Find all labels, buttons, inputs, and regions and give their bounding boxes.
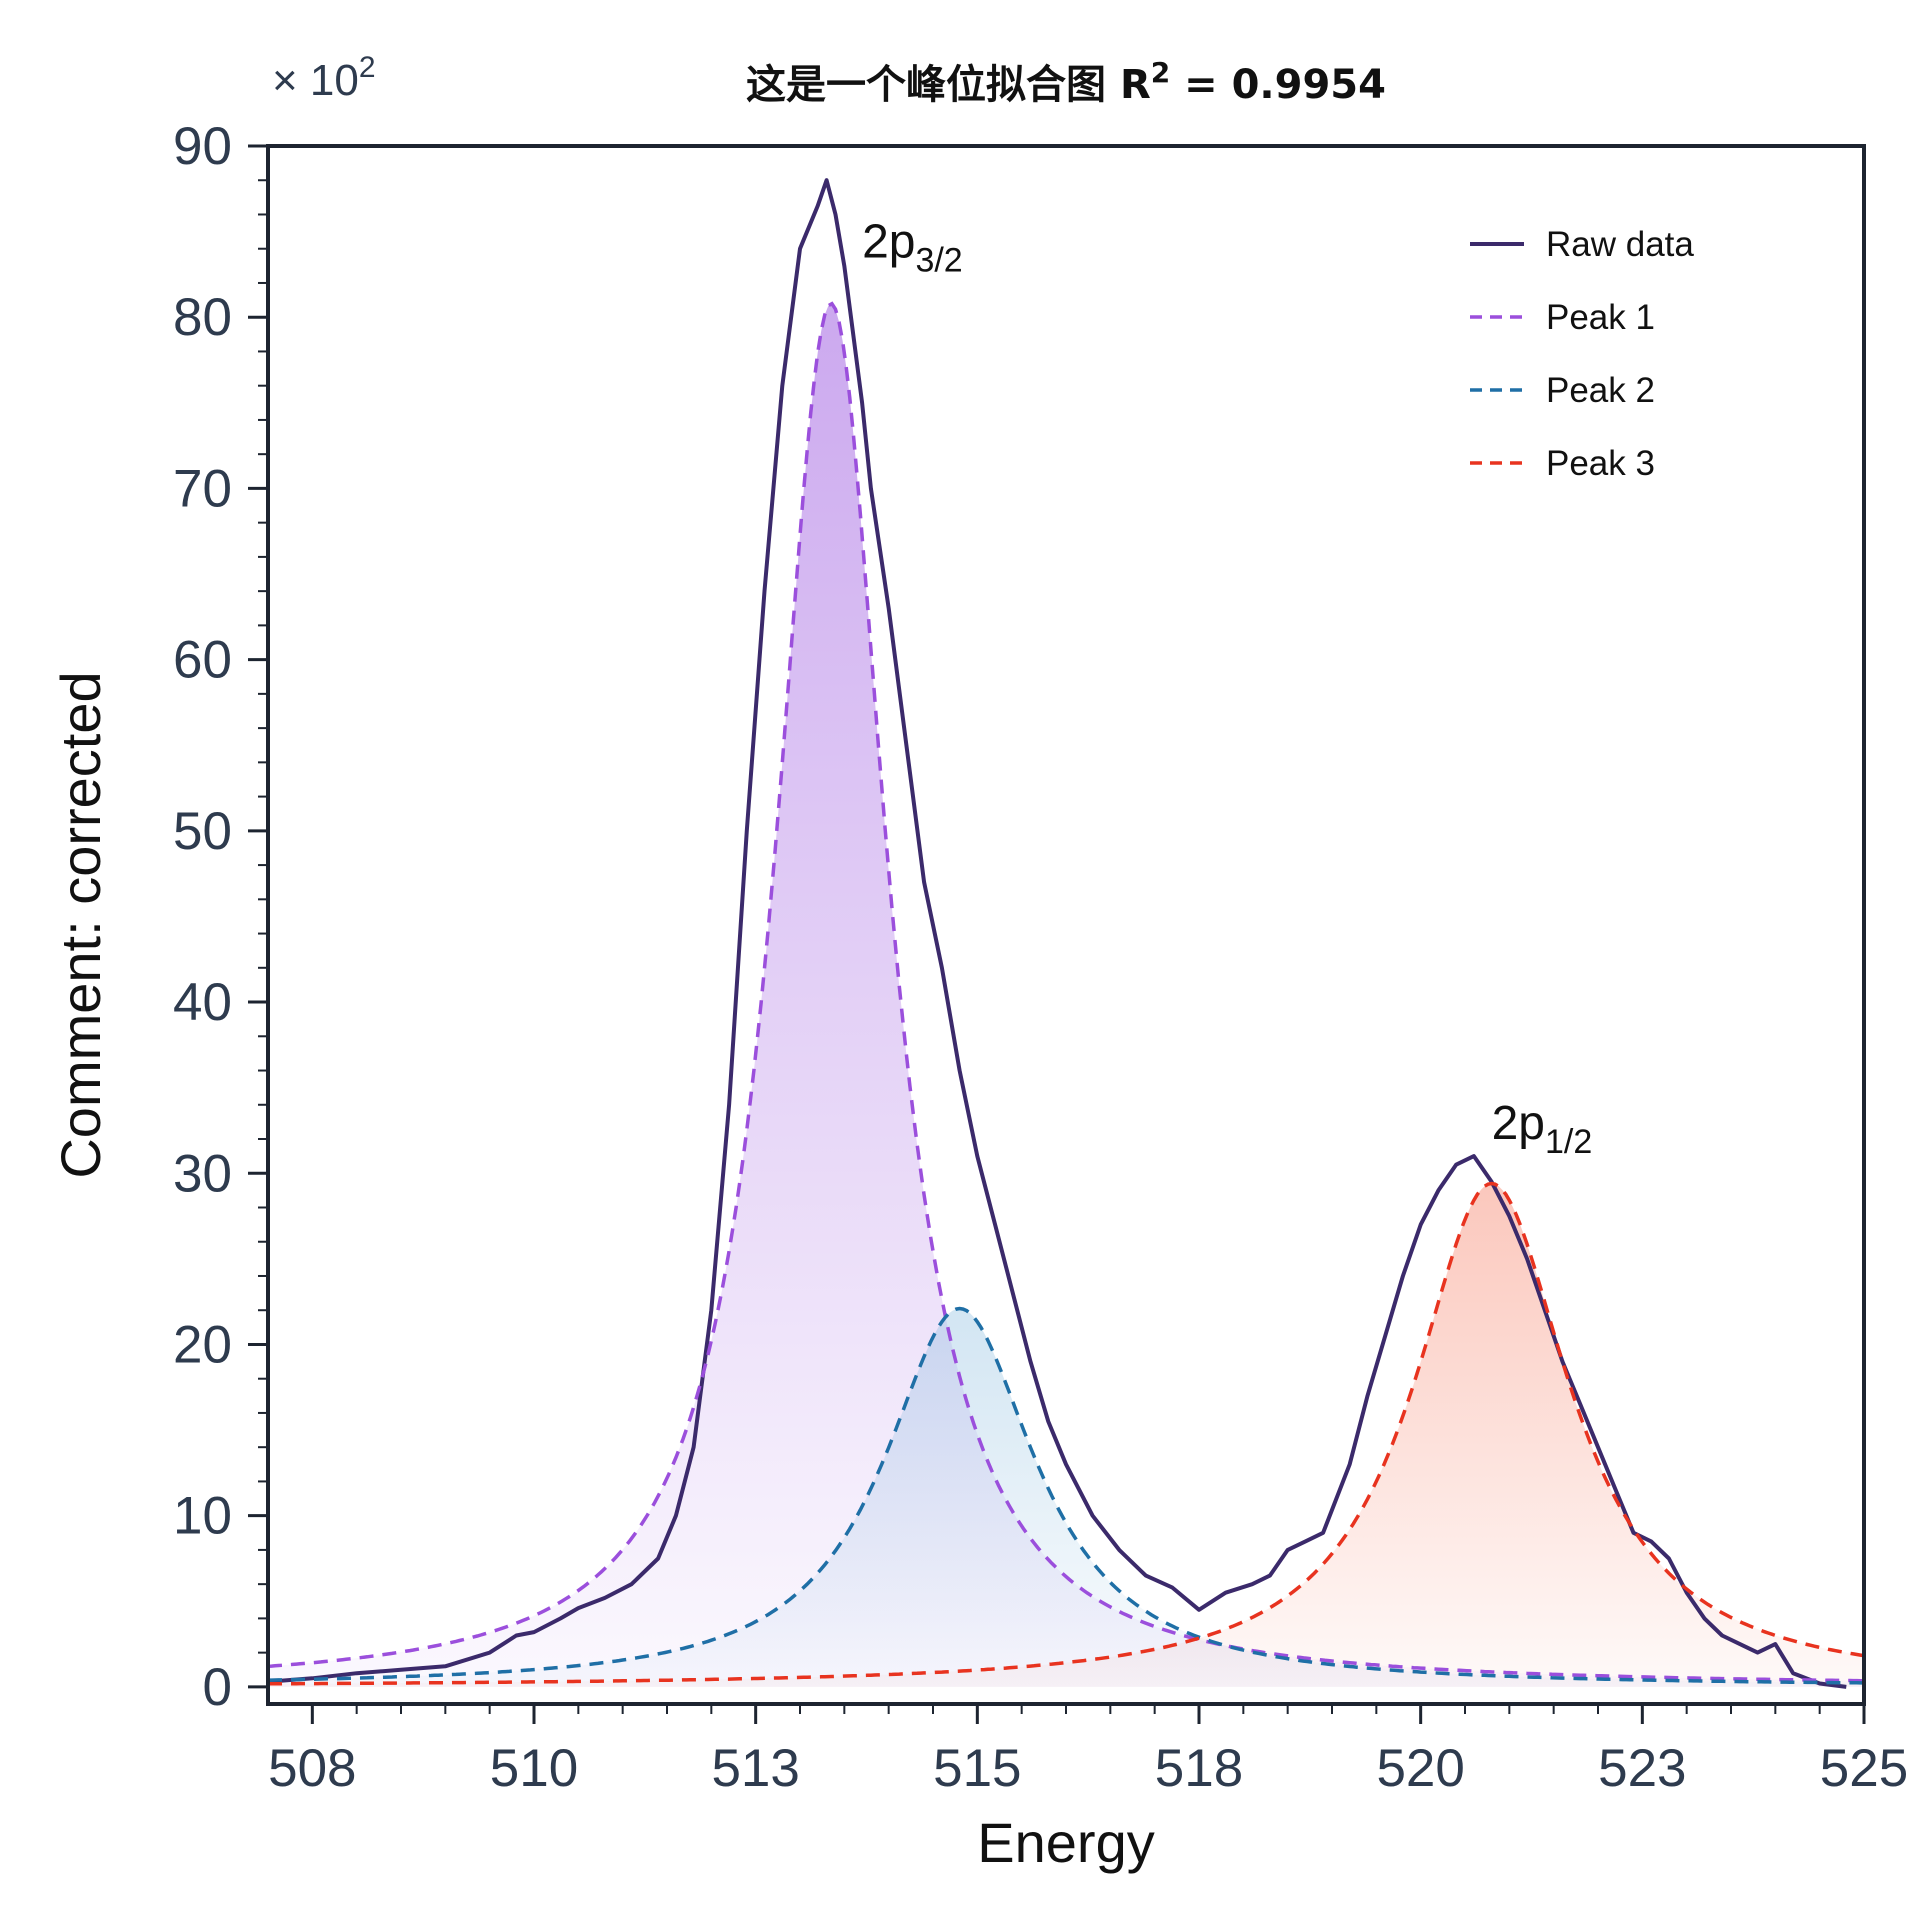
x-tick-label: 513 (711, 1739, 799, 1798)
x-axis-title: Energy (977, 1811, 1154, 1874)
y-tick-label: 70 (173, 459, 232, 518)
y-tick-label: 20 (173, 1315, 232, 1374)
peak-3-fill (268, 1183, 1864, 1687)
x-tick-label: 520 (1376, 1739, 1464, 1798)
legend-label-peak-3: Peak 3 (1546, 444, 1655, 483)
y-tick-label: 60 (173, 631, 232, 690)
peak-label-sub: 1/2 (1545, 1123, 1592, 1161)
peak-2-fill (268, 1308, 1864, 1687)
x-tick-label: 515 (933, 1739, 1021, 1798)
peak-label-sub: 3/2 (915, 241, 962, 279)
x-tick-label: 518 (1155, 1739, 1243, 1798)
series-curves (268, 178, 1864, 1689)
legend-label-peak-2: Peak 2 (1546, 371, 1655, 410)
x-tick-label: 525 (1820, 1739, 1908, 1798)
legend-label-raw-data: Raw data (1546, 225, 1694, 264)
x-tick-label: 523 (1598, 1739, 1686, 1798)
y-tick-label: 50 (173, 802, 232, 861)
peak-1-line (268, 301, 1864, 1683)
legend-label-peak-1: Peak 1 (1546, 298, 1655, 337)
raw-data-line (268, 178, 1847, 1689)
peak-2-line (268, 1306, 1864, 1685)
y-multiplier-sup: 2 (359, 51, 376, 84)
y-tick-label: 10 (173, 1487, 232, 1546)
peak-label: 2p3/2 (862, 215, 963, 279)
legend: Raw data Peak 1 Peak 2 Peak 3 (1470, 225, 1694, 483)
x-tick-label: 508 (268, 1739, 356, 1798)
peak-label-main: 2p (862, 215, 915, 268)
peak-label: 2p1/2 (1492, 1097, 1593, 1161)
peak-1-fill (268, 303, 1864, 1687)
y-tick-label: 0 (203, 1658, 232, 1717)
y-tick-label: 90 (173, 117, 232, 176)
peak-fills (268, 303, 1864, 1687)
y-multiplier-main: × 10 (272, 56, 359, 105)
chart-title-sup: 2 (1151, 56, 1170, 89)
peak-label-main: 2p (1492, 1097, 1545, 1150)
y-tick-label: 30 (173, 1144, 232, 1203)
x-axis: 508 510 513 515 518 520 523 525 (268, 1704, 1908, 1798)
peak-3-line (268, 1181, 1864, 1686)
y-tick-label: 80 (173, 288, 232, 347)
chart-title: 这是一个峰位拟合图 R2 = 0.9954 (746, 56, 1386, 108)
y-axis-title: Comment: corrected (49, 671, 112, 1178)
y-tick-label: 40 (173, 973, 232, 1032)
y-axis: 0 10 20 30 40 50 60 70 80 90 (173, 117, 268, 1717)
x-tick-label: 510 (490, 1739, 578, 1798)
y-multiplier: × 102 (272, 51, 376, 105)
chart-title-main: 这是一个峰位拟合图 R (746, 62, 1151, 108)
chart-title-suffix: = 0.9954 (1170, 62, 1386, 108)
